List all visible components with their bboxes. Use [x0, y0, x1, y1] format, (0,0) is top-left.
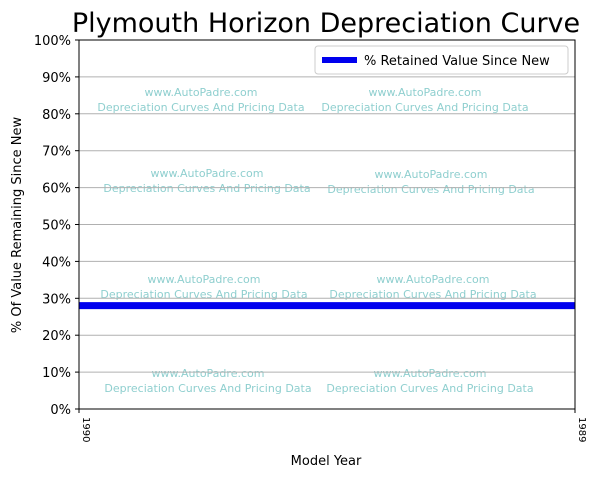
y-tick-label: 0%	[50, 403, 71, 418]
y-tick-label: 30%	[42, 292, 71, 307]
watermark-url: www.AutoPadre.com	[151, 167, 264, 180]
x-axis-label: Model Year	[291, 454, 362, 469]
y-tick-label: 40%	[42, 255, 71, 270]
watermark-tagline: Depreciation Curves And Pricing Data	[327, 183, 534, 196]
y-tick-label: 100%	[34, 34, 71, 49]
watermark-url: www.AutoPadre.com	[152, 367, 265, 380]
y-axis-ticks: 0% 10% 20% 30% 40% 50% 60% 70% 80% 90% 100%	[34, 34, 79, 418]
watermark-tagline: Depreciation Curves And Pricing Data	[321, 101, 528, 114]
watermark-url: www.AutoPadre.com	[377, 273, 490, 286]
watermark-tagline: Depreciation Curves And Pricing Data	[329, 288, 536, 301]
x-tick-label: 1990	[80, 417, 91, 442]
watermark-tagline: Depreciation Curves And Pricing Data	[97, 101, 304, 114]
watermark-url: www.AutoPadre.com	[374, 367, 487, 380]
x-tick-label: 1989	[576, 417, 587, 442]
x-axis-ticks: 1990 1989	[78, 409, 587, 442]
legend: % Retained Value Since New	[314, 45, 569, 75]
y-tick-label: 70%	[42, 145, 71, 160]
chart-title: Plymouth Horizon Depreciation Curve	[72, 8, 580, 39]
y-axis-label: % Of Value Remaining Since New	[10, 117, 25, 334]
watermark-tagline: Depreciation Curves And Pricing Data	[104, 382, 311, 395]
y-tick-label: 80%	[42, 108, 71, 123]
watermark-url: www.AutoPadre.com	[148, 273, 261, 286]
y-tick-label: 90%	[42, 71, 71, 86]
watermark-tagline: Depreciation Curves And Pricing Data	[326, 382, 533, 395]
y-tick-label: 20%	[42, 329, 71, 344]
watermark-url: www.AutoPadre.com	[369, 86, 482, 99]
watermark-tagline: Depreciation Curves And Pricing Data	[103, 182, 310, 195]
watermark-tagline: Depreciation Curves And Pricing Data	[100, 288, 307, 301]
legend-entry-label: % Retained Value Since New	[364, 54, 550, 69]
y-tick-label: 50%	[42, 219, 71, 234]
watermark-url: www.AutoPadre.com	[375, 168, 488, 181]
watermark-url: www.AutoPadre.com	[145, 86, 258, 99]
watermarks: www.AutoPadre.com Depreciation Curves And…	[97, 86, 536, 395]
y-tick-label: 10%	[42, 366, 71, 381]
legend-box	[314, 45, 569, 75]
y-tick-label: 60%	[42, 182, 71, 197]
